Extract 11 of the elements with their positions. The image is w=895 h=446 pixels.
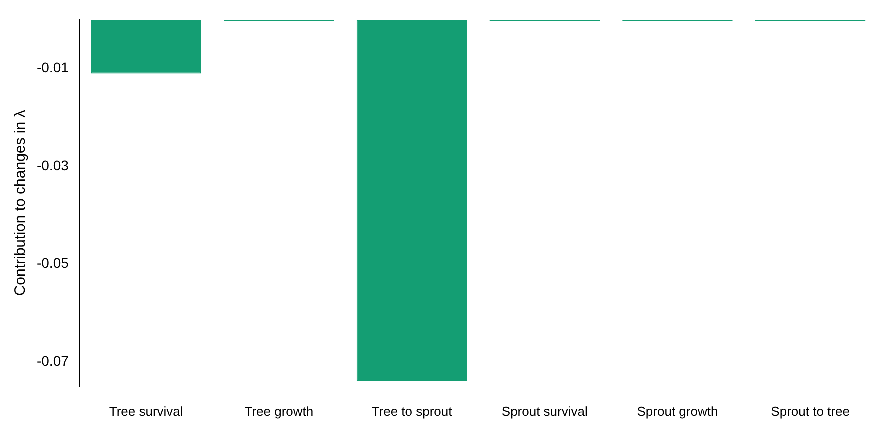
y-axis-title: Contribution to changes in λ [12,110,30,296]
y-tick-label: -0.05 [36,255,70,272]
x-tick-label: Sprout growth [637,404,718,419]
y-tick-label: -0.03 [36,157,70,174]
x-tick-label: Sprout survival [502,404,588,419]
y-tick-label: -0.01 [36,60,70,76]
x-tick-label: Sprout to tree [771,404,850,419]
x-tick-label: Tree growth [244,404,314,419]
x-tick-label: Tree to sprout [372,404,453,419]
y-tick-label: -0.07 [36,352,70,369]
x-tick-label: Tree survival [109,404,184,419]
